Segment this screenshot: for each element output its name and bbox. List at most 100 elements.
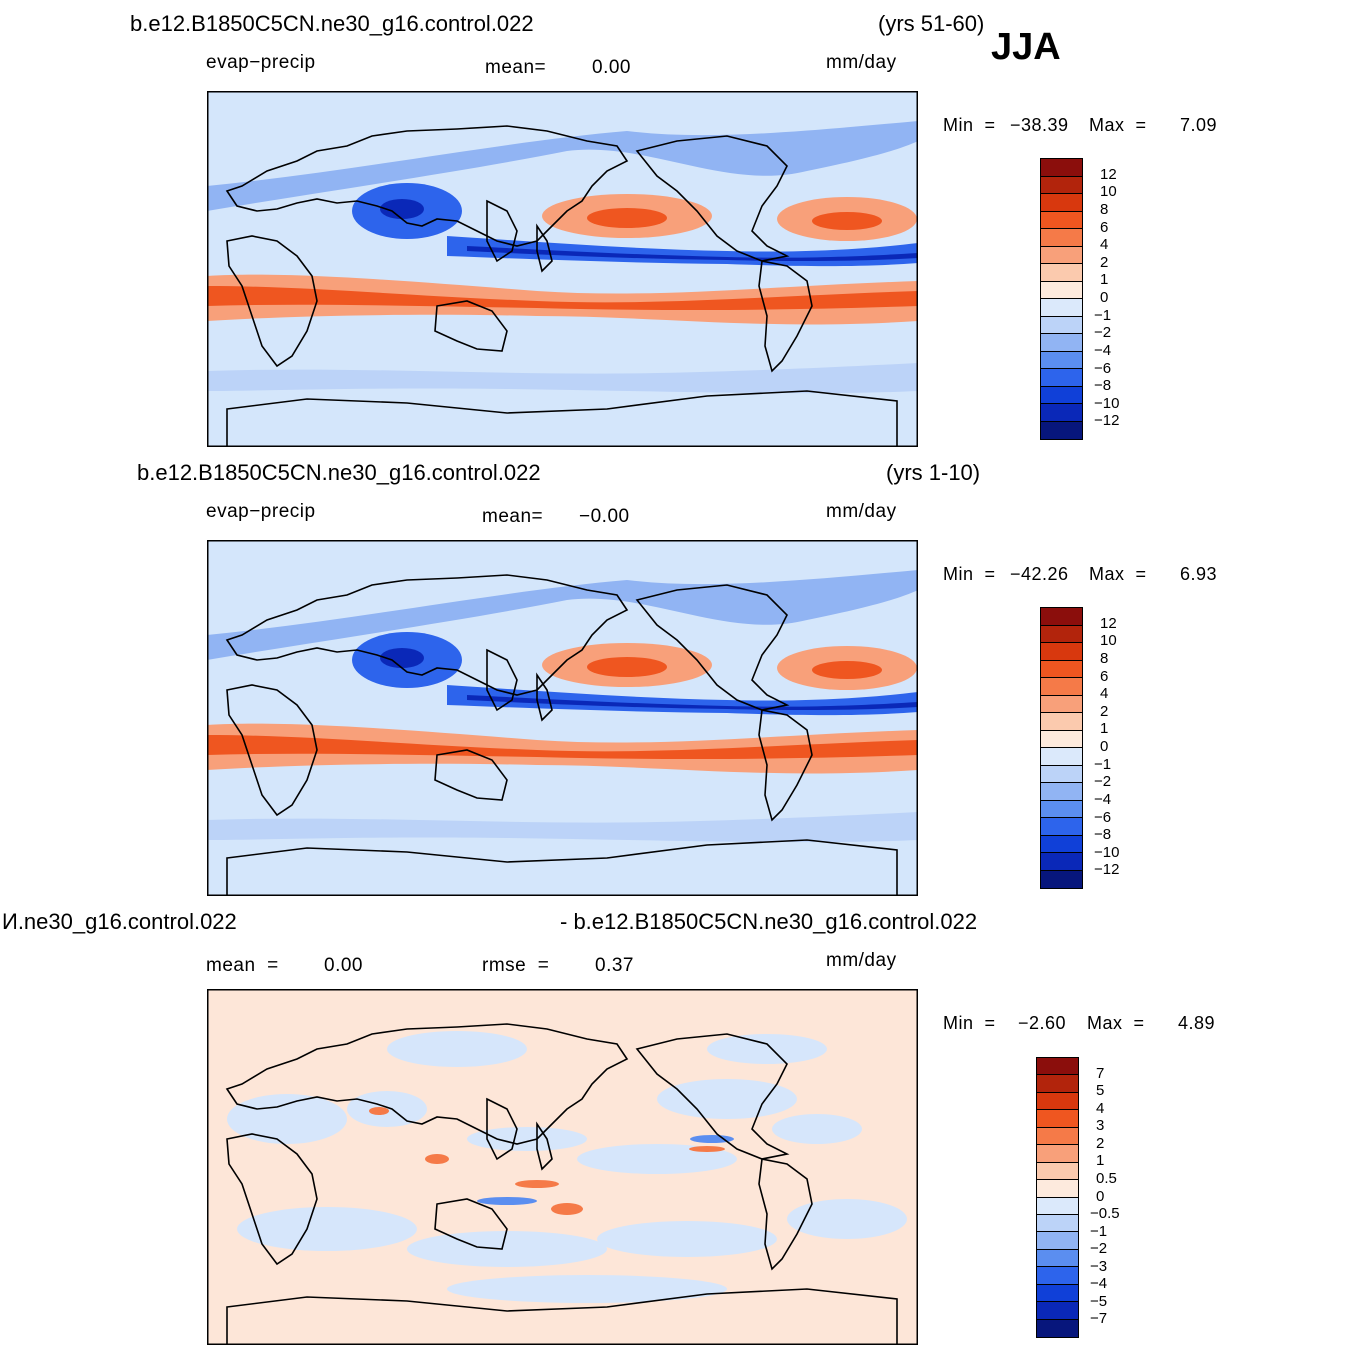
colorbar-swatch [1041, 334, 1082, 352]
colorbar-tick-label: 5 [1096, 1082, 1105, 1100]
colorbar-tick-label: −0.5 [1090, 1205, 1120, 1223]
colorbar-swatch [1041, 765, 1082, 783]
season-label: JJA [991, 26, 1061, 68]
panel-3-case-title-right: - b.e12.B1850C5CN.ne30_g16.control.022 [560, 909, 978, 934]
negative-anomaly-core [690, 1135, 734, 1143]
panel-3-min-label: Min = [943, 1013, 996, 1033]
colorbar-swatch [1041, 695, 1082, 713]
panel-1-min-value: −38.39 [1010, 115, 1069, 135]
north-pacific-high-core [587, 657, 667, 677]
colorbar-tick-label: −6 [1094, 808, 1112, 826]
coastline [635, 584, 790, 711]
colorbar-swatch [1037, 1284, 1078, 1303]
colorbar-swatch [1041, 870, 1082, 888]
storm-track-band [207, 570, 918, 660]
colorbar-tick-label: 7 [1096, 1064, 1105, 1082]
colorbar-swatch [1041, 386, 1082, 404]
colorbar-tick-label: 2 [1100, 702, 1109, 720]
positive-anomaly-patch [551, 1203, 583, 1215]
colorbar-tick-label: 0 [1100, 738, 1109, 755]
negative-anomaly-patch [387, 1031, 527, 1067]
colorbar-swatch [1041, 229, 1082, 247]
panel-1-variable: evap−precip [206, 52, 316, 73]
coastline [226, 1133, 318, 1266]
colorbar-swatch [1037, 1058, 1078, 1076]
colorbar-swatch [1041, 608, 1082, 626]
colorbar-swatch [1041, 713, 1082, 731]
panel-2-colorbar [1040, 607, 1083, 889]
coastline [486, 648, 518, 712]
panel-2-units: mm/day [826, 501, 897, 522]
positive-anomaly-patch [689, 1146, 725, 1152]
negative-anomaly-patch [787, 1199, 907, 1239]
negative-anomaly-patch [237, 1207, 417, 1251]
map-frame [207, 91, 918, 447]
colorbar-swatch [1037, 1075, 1078, 1093]
colorbar-swatch [1037, 1249, 1078, 1268]
panel-2-max-value: 6.93 [1180, 564, 1218, 584]
positive-anomaly-patch [425, 1154, 449, 1164]
colorbar-swatch [1041, 835, 1082, 853]
coastline [225, 1023, 629, 1145]
colorbar-swatch [1037, 1145, 1078, 1163]
colorbar-tick-label: 8 [1100, 649, 1109, 667]
colorbar-swatch [1037, 1127, 1078, 1146]
panel-2-min-value: −42.26 [1010, 564, 1069, 584]
panel-3-rmse-label: rmse = [482, 955, 550, 976]
colorbar-tick-label: 0 [1100, 289, 1109, 306]
panel-3-min-value: −2.60 [1018, 1013, 1067, 1033]
colorbar-swatch [1041, 783, 1082, 801]
colorbar-tick-label: −4 [1094, 341, 1112, 359]
itcz-core [467, 695, 918, 711]
colorbar-swatch [1041, 316, 1082, 334]
colorbar-swatch [1037, 1302, 1078, 1320]
colorbar-tick-label: −1 [1094, 306, 1112, 324]
colorbar-swatch [1041, 246, 1082, 264]
colorbar-swatch [1041, 818, 1082, 836]
coastline [486, 1097, 518, 1161]
colorbar-tick-label: 4 [1100, 236, 1109, 254]
colorbar-tick-label: −8 [1094, 826, 1112, 844]
colorbar-swatch [1041, 748, 1082, 766]
colorbar-tick-label: 2 [1096, 1134, 1105, 1152]
panel-2-mean-label: mean= [482, 506, 544, 527]
colorbar-swatch [1037, 1197, 1078, 1215]
colorbar-swatch [1041, 800, 1082, 818]
coastline [434, 1198, 508, 1250]
panel-3-mean-value: 0.00 [324, 955, 363, 976]
negative-anomaly-patch [407, 1231, 607, 1267]
panel-1-years: (yrs 51-60) [878, 11, 985, 36]
colorbar-tick-label: 10 [1100, 183, 1117, 201]
colorbar-swatch [1041, 194, 1082, 212]
negative-anomaly-core [477, 1197, 537, 1205]
coastline [226, 235, 318, 368]
colorbar-tick-label: 0 [1096, 1187, 1105, 1205]
colorbar-tick-label: 2 [1100, 253, 1109, 271]
negative-anomaly-patch [597, 1221, 777, 1257]
panel-3-rmse-value: 0.37 [595, 955, 634, 976]
colorbar-tick-label: −6 [1094, 359, 1112, 377]
panel-1-max-value: 7.09 [1180, 115, 1218, 135]
colorbar-swatch [1041, 853, 1082, 871]
colorbar-tick-label: 8 [1100, 200, 1109, 218]
colorbar-swatch [1041, 211, 1082, 229]
colorbar-tick-label: 6 [1100, 218, 1109, 236]
coastline [536, 223, 553, 273]
colorbar-swatch [1041, 176, 1082, 194]
north-pacific-high-core [587, 208, 667, 228]
itcz-core [467, 246, 918, 262]
colorbar-tick-label: −1 [1090, 1222, 1108, 1240]
southern-subtropics-band [207, 723, 918, 774]
southern-subtropics-band [207, 274, 918, 325]
panel-3-colorbar [1036, 1057, 1079, 1338]
colorbar-swatch [1037, 1110, 1078, 1128]
colorbar-tick-label: −7 [1090, 1310, 1108, 1328]
southern-subtropics-core [207, 286, 918, 311]
colorbar-tick-label: −12 [1094, 412, 1120, 430]
colorbar-swatch [1037, 1214, 1078, 1233]
panel-1-case-title: b.e12.B1850C5CN.ne30_g16.control.022 [130, 11, 534, 36]
colorbar-tick-label: 0.5 [1096, 1169, 1117, 1187]
panel-3-units: mm/day [826, 950, 897, 971]
colorbar-swatch [1037, 1267, 1078, 1285]
coastline [226, 1288, 898, 1345]
